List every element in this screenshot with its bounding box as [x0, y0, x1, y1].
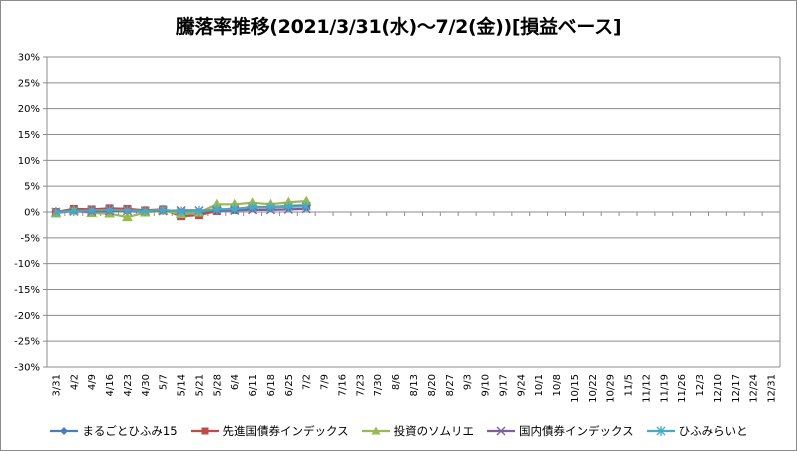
x-tick-label: 12/17 — [731, 374, 742, 403]
x-tick-label: 11/12 — [641, 374, 652, 403]
legend-item: 投資のソムリエ — [361, 423, 474, 439]
y-tick-label: 0% — [24, 208, 40, 219]
x-tick-label: 11/26 — [677, 374, 688, 403]
x-tick-label: 10/15 — [570, 374, 581, 403]
data-point — [194, 205, 204, 216]
x-tick-label: 5/28 — [212, 374, 223, 396]
x-tick-label: 8/6 — [391, 374, 402, 390]
x-tick-label: 5/7 — [159, 374, 170, 390]
legend-label: 先進国債券インデックス — [222, 424, 349, 438]
legend-swatch — [190, 427, 219, 435]
data-point — [105, 204, 115, 215]
data-point — [266, 202, 275, 213]
x-tick-label: 7/16 — [337, 374, 348, 396]
x-tick-label: 3/31 — [51, 374, 62, 396]
y-tick-label: -20% — [14, 311, 40, 322]
x-tick-label: 5/14 — [177, 374, 188, 396]
x-tick-label: 11/19 — [659, 374, 670, 403]
data-point — [248, 202, 258, 213]
data-point — [122, 205, 132, 216]
chart-title: 騰落率推移(2021/3/31(水)～7/2(金))[損益ベース] — [175, 16, 622, 38]
legend-swatch — [50, 427, 79, 435]
legend-label: まるごとひふみ15 — [82, 424, 178, 438]
y-tick-label: 20% — [18, 104, 40, 115]
x-tick-label: 9/10 — [481, 374, 492, 396]
x-tick-label: 11/5 — [624, 374, 635, 396]
legend-label: 投資のソムリエ — [393, 424, 474, 438]
legend-item: ひふみらいと — [646, 423, 748, 439]
y-tick-label: -5% — [21, 233, 40, 244]
x-tick-label: 6/25 — [284, 374, 295, 396]
y-tick-label: 25% — [18, 78, 40, 89]
data-point — [301, 201, 311, 212]
x-tick-label: 5/21 — [194, 374, 205, 396]
x-tick-label: 7/2 — [302, 374, 313, 390]
data-point — [283, 201, 293, 212]
x-tick-label: 10/22 — [588, 374, 599, 403]
y-tick-label: -25% — [14, 337, 40, 348]
x-tick-label: 8/20 — [427, 374, 438, 396]
x-tick-label: 7/23 — [355, 374, 366, 396]
legend-swatch-marker — [656, 426, 666, 436]
data-point — [158, 204, 168, 215]
x-tick-label: 9/3 — [463, 374, 474, 390]
data-point — [230, 203, 240, 214]
x-tick-label: 10/29 — [606, 374, 617, 403]
y-tick-label: -30% — [14, 363, 40, 374]
chart-legend: まるごとひふみ15 先進国債券インデックス 投資のソムリエ 国内債券インデックス ひふみ… — [0, 420, 797, 442]
x-tick-label: 10/1 — [534, 374, 545, 396]
x-tick-label: 12/24 — [749, 374, 760, 403]
legend-swatch-marker — [201, 427, 209, 435]
x-tick-label: 9/17 — [498, 374, 509, 396]
x-tick-label: 4/30 — [141, 374, 152, 396]
x-tick-label: 9/24 — [516, 374, 527, 396]
x-tick-label: 12/10 — [713, 374, 724, 403]
x-tick-label: 8/13 — [409, 374, 420, 396]
data-point — [176, 206, 186, 217]
y-tick-label: -10% — [14, 259, 40, 270]
data-point — [87, 205, 97, 216]
x-tick-label: 4/2 — [69, 374, 80, 390]
y-tick-label: 15% — [18, 130, 40, 141]
legend-label: ひふみらいと — [678, 424, 748, 438]
x-tick-label: 4/9 — [87, 374, 98, 390]
legend-item: 先進国債券インデックス — [190, 423, 349, 439]
legend-swatch-marker — [371, 426, 381, 435]
x-tick-label: 7/9 — [320, 374, 331, 390]
x-tick-label: 6/11 — [248, 374, 259, 396]
y-tick-label: 10% — [18, 156, 40, 167]
legend-swatch — [486, 426, 515, 436]
legend-swatch — [361, 426, 390, 435]
legend-label: 国内債券インデックス — [518, 424, 634, 438]
legend-item: まるごとひふみ15 — [49, 423, 178, 439]
x-tick-label: 12/31 — [767, 374, 778, 403]
y-tick-label: -15% — [14, 285, 40, 296]
legend-item: 国内債券インデックス — [486, 423, 634, 439]
x-tick-label: 6/18 — [266, 374, 277, 396]
data-point — [51, 207, 61, 217]
x-tick-label: 4/16 — [105, 374, 116, 396]
x-tick-label: 8/27 — [445, 374, 456, 396]
x-tick-label: 10/8 — [552, 374, 563, 396]
legend-swatch — [646, 426, 675, 436]
y-tick-label: 30% — [18, 53, 40, 64]
legend-swatch-marker — [496, 426, 506, 436]
x-tick-label: 6/4 — [230, 374, 241, 390]
x-tick-label: 12/3 — [695, 374, 706, 396]
data-point — [122, 211, 133, 222]
data-point — [212, 204, 222, 215]
data-point — [140, 205, 150, 216]
data-point — [69, 205, 79, 216]
x-tick-label: 7/30 — [373, 374, 384, 396]
legend-swatch-marker — [60, 427, 69, 435]
y-tick-label: 5% — [24, 182, 40, 193]
x-tick-label: 4/23 — [123, 374, 134, 396]
